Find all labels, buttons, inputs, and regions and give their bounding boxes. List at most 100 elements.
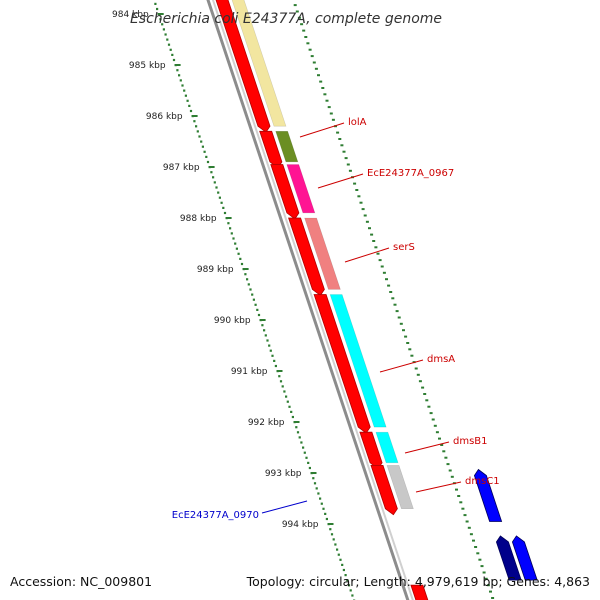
annotation-block: [275, 131, 299, 163]
axis-minor-tick: [344, 574, 347, 577]
axis-minor-tick: [167, 43, 171, 46]
axis-minor-tick: [281, 385, 284, 388]
axis-tick-label: 993 kbp: [265, 469, 302, 479]
axis-minor-tick: [274, 364, 277, 368]
axis-minor-tick: [291, 415, 294, 419]
axis-minor-tick: [273, 359, 276, 362]
axis-minor-tick: [351, 594, 354, 597]
axis-minor-tick: [271, 354, 274, 357]
axis-minor-tick: [347, 584, 351, 587]
axis-tick-label: 991 kbp: [231, 367, 268, 377]
axis-minor-tick: [249, 288, 252, 291]
forward-cds-arrow: [370, 464, 398, 516]
axis-minor-tick: [246, 278, 249, 281]
axis-tick-label: 987 kbp: [163, 163, 200, 173]
axis-minor-tick: [305, 456, 308, 459]
axis-minor-tick: [210, 171, 213, 174]
genome-backbone: [206, 0, 414, 600]
annotation-block: [304, 217, 341, 290]
axis-minor-tick: [186, 99, 189, 102]
axis-tick-label: 990 kbp: [214, 316, 251, 326]
axis-minor-tick: [261, 324, 264, 327]
axis-minor-tick: [193, 120, 196, 123]
axis-tick-label: 992 kbp: [248, 418, 285, 428]
gene-label-ece24377a_0970: EcE24377A_0970: [172, 510, 259, 521]
axis-minor-tick: [220, 201, 223, 204]
axis-minor-tick: [234, 242, 237, 245]
gene-label-dmsc1: dmsC1: [465, 476, 500, 487]
forward-cds-arrow: [215, 0, 271, 133]
forward-cds-track: [215, 0, 429, 600]
axis-minor-tick: [302, 446, 305, 449]
axis-minor-tick: [166, 38, 169, 41]
axis-minor-tick: [332, 538, 335, 541]
axis-minor-tick: [229, 227, 232, 230]
gene-label-leader: [299, 122, 345, 138]
forward-cds-arrow: [410, 584, 429, 600]
forward-cds-arrow: [270, 164, 300, 220]
annotation-block: [286, 164, 316, 214]
forward-cds-arrow: [288, 217, 325, 296]
axis-minor-tick: [254, 303, 257, 306]
gene-label-leader: [379, 359, 424, 373]
axis-minor-tick: [264, 334, 267, 337]
axis-tick-label: 988 kbp: [180, 214, 217, 224]
axis-minor-tick: [172, 58, 176, 62]
genome-stats-text: Topology: circular; Length: 4,979,619 bp…: [246, 574, 590, 589]
axis-minor-tick: [339, 558, 342, 561]
axis-minor-tick: [244, 273, 247, 276]
gene-label-dmsa: dmsA: [427, 354, 455, 365]
axis-minor-tick: [252, 298, 255, 301]
axis-minor-tick: [285, 395, 288, 398]
gene-label-ece24377a_0967: EcE24377A_0967: [367, 168, 454, 179]
axis-minor-tick: [313, 482, 317, 485]
axis-minor-tick: [300, 441, 303, 444]
axis-minor-tick: [178, 74, 181, 77]
axis-minor-tick: [308, 466, 311, 470]
axis-minor-tick: [227, 222, 230, 225]
gene-label-leader: [317, 173, 364, 189]
axis-minor-tick: [239, 257, 242, 260]
axis-minor-tick: [324, 512, 327, 515]
backbone-line: [206, 0, 410, 600]
gene-labels: lolA EcE24377A_0967 serS dmsA dmsB1 dmsC1 EcE2…: [172, 117, 500, 521]
axis-minor-tick: [218, 196, 221, 199]
axis-minor-tick: [213, 181, 216, 184]
gene-label-leader: [404, 441, 450, 454]
axis-minor-tick: [188, 104, 191, 107]
axis-minor-tick: [325, 517, 328, 521]
axis-minor-tick: [176, 69, 179, 72]
axis-minor-tick: [240, 262, 244, 266]
axis-minor-tick: [247, 283, 250, 286]
axis-tick-label: 985 kbp: [129, 61, 166, 71]
axis-minor-tick: [279, 380, 283, 383]
gene-label-dmsb1: dmsB1: [453, 436, 488, 447]
reverse-cds-arrow: [473, 468, 503, 522]
axis-tick-label: 994 kbp: [282, 520, 319, 530]
axis-minor-tick: [319, 497, 322, 500]
axis-minor-tick: [201, 145, 204, 148]
axis-minor-tick: [251, 293, 254, 296]
annotation-track: [231, 0, 414, 510]
axis-tick-label: 984 kbp: [112, 10, 149, 20]
axis-minor-tick: [317, 492, 320, 495]
axis-minor-tick: [341, 563, 344, 566]
gene-label-leader: [344, 247, 390, 263]
axis-minor-tick: [237, 252, 240, 255]
axis-minor-tick: [283, 390, 286, 393]
gene-label-leader: [261, 500, 308, 514]
annotation-block: [329, 294, 387, 428]
axis-minor-tick: [303, 451, 306, 454]
axis-minor-tick: [223, 211, 227, 215]
axis-minor-tick: [179, 79, 182, 82]
axis-minor-tick: [196, 130, 199, 133]
axis-minor-tick: [256, 308, 259, 311]
axis-minor-tick: [203, 150, 206, 153]
axis-minor-tick: [322, 507, 325, 510]
axis-minor-tick: [349, 589, 352, 592]
axis-minor-tick: [205, 155, 208, 158]
axis-minor-tick: [215, 186, 218, 189]
axis-minor-tick: [154, 2, 157, 5]
axis-minor-tick: [312, 477, 315, 480]
